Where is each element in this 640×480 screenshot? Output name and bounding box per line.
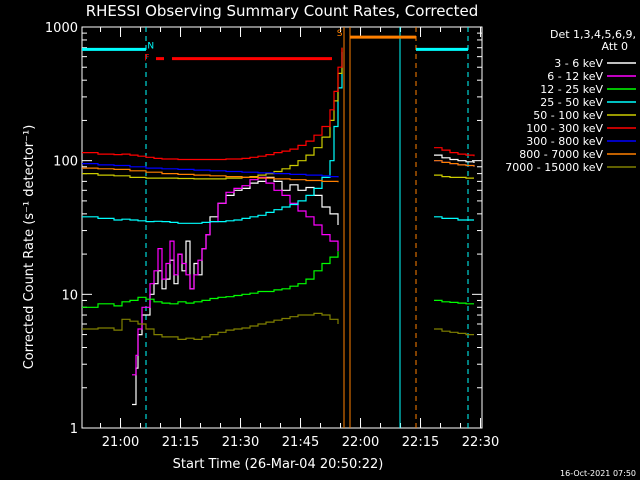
x-tick-label-22-15: 22:15 (402, 435, 439, 450)
series-50-100-kev (82, 47, 343, 180)
legend-label-6-12-kev: 6 - 12 keV (547, 70, 603, 83)
legend-label-3-6-kev: 3 - 6 keV (554, 57, 603, 70)
late-series-100-300-kev (434, 147, 475, 157)
series-800-7000-kev (82, 167, 339, 183)
legend-header-line-1: Det 1,3,4,5,6,9, (550, 28, 636, 41)
chart-title: RHESSI Observing Summary Count Rates, Co… (86, 2, 479, 20)
late-series-7000-15000-kev (434, 328, 474, 336)
x-tick-label-21-15: 21:15 (162, 435, 199, 450)
x-tick-label-21-30: 21:30 (222, 435, 259, 450)
series-7000-15000-kev (82, 312, 339, 340)
x-axis-label: Start Time (26-Mar-04 20:50:22) (173, 457, 384, 472)
late-series-12-25-kev (434, 299, 474, 305)
x-tick-label-21-00: 21:00 (102, 435, 139, 450)
x-tick-label-21-45: 21:45 (282, 435, 319, 450)
series-12-25-kev (82, 251, 339, 308)
series-6-12-kev (132, 176, 339, 376)
annotation-n: N (147, 42, 154, 52)
plot-area: 1 10 100 1000 21:00 21:15 21:30 21:45 22:00 22:15… (45, 21, 499, 450)
legend-label-12-25-kev: 12 - 25 keV (540, 83, 603, 96)
y-tick-label-10: 10 (61, 288, 78, 303)
late-series-25-50-kev (434, 216, 474, 221)
legend-label-25-50-kev: 25 - 50 keV (540, 96, 603, 109)
y-tick-label-1: 1 (70, 422, 78, 437)
series-100-300-kev (82, 47, 343, 161)
legend-label-800-7000-kev: 800 - 7000 keV (519, 148, 603, 161)
late-series-50-100-kev (434, 174, 474, 179)
footer-timestamp: 16-Oct-2021 07:50 (560, 469, 636, 478)
legend-label-300-800-kev: 300 - 800 keV (526, 135, 603, 148)
y-tick-label-100: 100 (53, 155, 78, 170)
plot-frame (81, 26, 483, 429)
legend-label-100-300-kev: 100 - 300 keV (526, 122, 603, 135)
legend-label-7000-15000-kev: 7000 - 15000 keV (505, 161, 603, 174)
y-axis-label: Corrected Count Rate (s⁻¹ detector⁻¹) (22, 125, 37, 370)
series-300-800-kev (82, 163, 339, 178)
annotation-f: F (144, 54, 149, 64)
x-tick-label-22-30: 22:30 (462, 435, 499, 450)
late-series-3-6-kev (434, 154, 475, 163)
series-25-50-kev (82, 52, 343, 224)
x-tick-label-22-00: 22:00 (342, 435, 379, 450)
legend-header-line-2: Att 0 (602, 40, 628, 53)
legend-label-50-100-kev: 50 - 100 keV (533, 109, 603, 122)
annotation-s: S (337, 29, 343, 39)
late-series-800-7000-kev (434, 160, 475, 167)
y-tick-label-1000: 1000 (45, 21, 78, 36)
